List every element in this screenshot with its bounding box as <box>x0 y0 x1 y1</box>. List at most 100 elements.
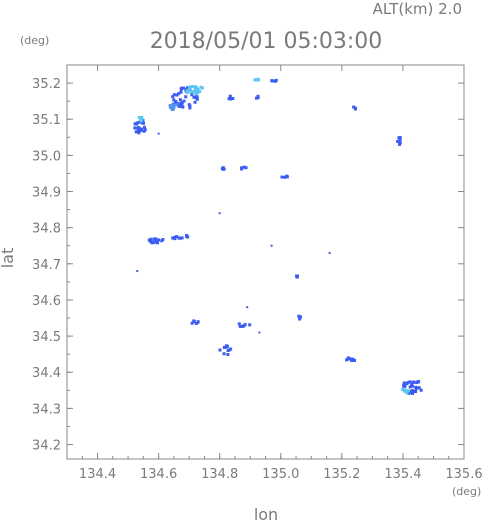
echo-point <box>242 165 246 169</box>
echo-point <box>177 236 181 240</box>
echo-point <box>254 96 258 100</box>
echo-point <box>397 136 401 140</box>
echo-point <box>190 85 194 89</box>
echo-point <box>189 90 193 94</box>
echo-point <box>224 344 228 348</box>
echo-point <box>185 89 189 93</box>
echo-point <box>194 321 198 325</box>
echo-point <box>238 324 242 328</box>
echo-point <box>226 353 230 357</box>
echo-point <box>222 345 226 349</box>
echo-point <box>218 348 222 352</box>
echo-point <box>185 235 189 239</box>
echo-point <box>405 391 409 395</box>
echo-point <box>190 321 194 325</box>
echo-point <box>170 107 174 111</box>
x-axis-title: lon <box>254 505 278 521</box>
echo-point <box>352 105 356 109</box>
echo-point <box>195 97 199 101</box>
x-tick-label: 135.2 <box>323 467 360 482</box>
y-tick-label: 35.1 <box>32 113 61 128</box>
echo-point <box>285 174 289 178</box>
x-unit-label: (deg) <box>452 485 481 498</box>
echo-point <box>148 239 152 243</box>
echo-point <box>160 239 164 243</box>
echo-point <box>175 93 179 97</box>
echo-point <box>253 78 257 82</box>
echo-point <box>193 100 197 104</box>
echo-point <box>188 85 192 89</box>
echo-point <box>228 94 232 98</box>
echo-point <box>258 331 261 334</box>
y-tick-label: 35.0 <box>32 149 61 164</box>
echo-point <box>218 212 221 215</box>
echo-point <box>171 236 175 240</box>
y-tick-label: 34.5 <box>32 330 61 345</box>
echo-point <box>188 106 192 110</box>
echo-point <box>179 90 183 94</box>
echo-point <box>411 384 415 388</box>
echo-point <box>188 104 192 108</box>
echo-point <box>194 86 198 90</box>
echo-point <box>181 105 185 109</box>
echo-point <box>402 384 406 388</box>
echo-point <box>173 101 177 105</box>
echo-point <box>136 270 139 273</box>
echo-point <box>200 86 204 90</box>
echo-point <box>416 386 420 390</box>
echo-point <box>138 120 142 124</box>
echo-point <box>244 166 248 170</box>
x-tick-label: 134.4 <box>79 467 116 482</box>
echo-point <box>405 382 409 386</box>
echo-point <box>169 106 173 110</box>
echo-point <box>179 87 183 91</box>
echo-point <box>142 125 146 129</box>
echo-point <box>419 388 423 392</box>
echo-point <box>134 130 138 134</box>
echo-point <box>177 92 181 96</box>
y-unit-label: (deg) <box>20 34 49 47</box>
echo-point <box>187 88 191 92</box>
echo-point <box>192 95 196 99</box>
x-tick-label: 134.8 <box>201 467 238 482</box>
echo-point <box>196 87 200 91</box>
echo-point <box>168 104 172 108</box>
echo-point <box>190 93 194 97</box>
echo-point <box>172 105 176 109</box>
echo-point <box>283 175 287 179</box>
echo-point <box>280 175 284 179</box>
echo-point <box>231 96 235 100</box>
echo-point <box>140 121 144 125</box>
echo-point <box>156 241 160 245</box>
echo-point <box>192 91 196 95</box>
echo-point <box>156 238 160 242</box>
echo-point <box>140 128 144 132</box>
echo-point <box>193 85 197 89</box>
y-tick-label: 34.4 <box>32 366 61 381</box>
echo-point <box>198 89 202 93</box>
echo-point <box>180 236 184 240</box>
echo-point <box>256 77 260 81</box>
x-tick-label: 135.6 <box>445 467 482 482</box>
y-tick-label: 34.9 <box>32 186 61 201</box>
echo-point <box>133 122 137 126</box>
y-tick-label: 34.7 <box>32 258 61 273</box>
echo-point <box>227 97 231 101</box>
y-tick-label: 35.2 <box>32 77 61 92</box>
echo-point <box>408 380 412 384</box>
echo-point <box>182 99 186 103</box>
echo-point <box>178 98 182 102</box>
echo-point <box>229 97 233 101</box>
echo-point <box>172 103 176 107</box>
echo-point <box>328 251 331 254</box>
echo-point <box>174 99 178 103</box>
echo-point <box>246 306 249 309</box>
chart-title: 2018/05/01 05:03:00 <box>150 29 383 54</box>
echo-point <box>298 317 302 321</box>
y-tick-label: 34.8 <box>32 222 61 237</box>
echo-point <box>405 389 409 393</box>
echo-point <box>398 142 402 146</box>
echo-point <box>414 390 418 394</box>
echo-point <box>398 141 402 145</box>
